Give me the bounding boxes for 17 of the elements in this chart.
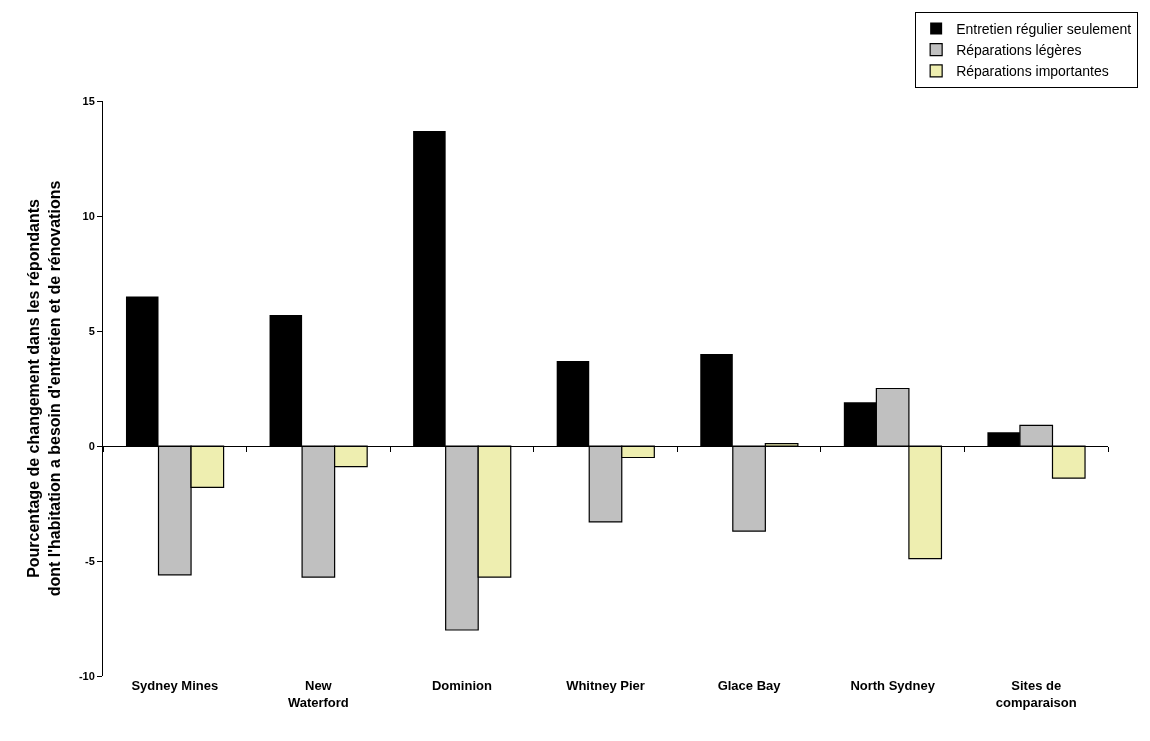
legend-label: Entretien régulier seulement: [956, 20, 1132, 37]
y-tick-label: 10: [82, 209, 95, 222]
y-tick-label: -5: [85, 554, 95, 567]
x-tick-label: Glace Bay: [717, 678, 782, 693]
y-axis-title: Pourcentage de changement dans les répondants dont l'habitation a besoin d'entretien et de rénovations: [24, 180, 63, 597]
x-tick-label: Dominion: [431, 678, 492, 693]
y-tick-label: -10: [78, 669, 95, 682]
x-tick-label: Sites de comparaison: [995, 678, 1077, 710]
x-tick-label: Sydney Mines: [131, 678, 219, 693]
legend-label: Réparations importantes: [956, 63, 1109, 80]
y-tick-label: 0: [88, 439, 95, 452]
x-tick-label: New Waterford: [287, 678, 349, 710]
y-tick-label: 15: [82, 94, 95, 107]
y-tick-label: 5: [88, 324, 95, 337]
x-tick-label: Whitney Pier: [566, 678, 645, 693]
legend-label: Réparations légères: [956, 42, 1082, 59]
x-tick-label: North Sydney: [850, 678, 936, 693]
